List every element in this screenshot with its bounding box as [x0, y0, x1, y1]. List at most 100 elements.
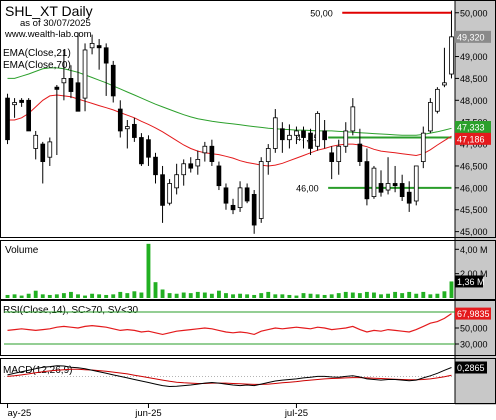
candle-down — [40, 143, 46, 162]
price-tick-label: 50,000 — [460, 8, 488, 18]
volume-bar — [83, 295, 87, 298]
candle-down — [280, 128, 285, 141]
volume-tick-label: 2,00 M — [460, 269, 488, 279]
volume-bar — [287, 294, 292, 298]
candle-up — [124, 126, 130, 130]
candle-up — [237, 187, 243, 208]
candle-up — [167, 183, 172, 204]
candle-up — [287, 134, 292, 141]
candle-down — [153, 156, 158, 176]
volume-bar — [139, 292, 144, 298]
ema21-legend: EMA(Close,21) — [3, 48, 71, 59]
candle-up — [174, 174, 179, 189]
volume-bar — [33, 290, 38, 298]
volume-bar — [294, 295, 299, 298]
level-label: 46,00 — [296, 183, 319, 193]
volume-bar — [90, 293, 95, 298]
candle-down — [329, 152, 335, 162]
volume-bar — [322, 294, 327, 298]
candle-down — [19, 99, 24, 103]
ema70-legend: EMA(Close,70) — [3, 60, 71, 71]
volume-bar — [301, 293, 306, 298]
volume-bar — [329, 294, 334, 298]
candle-down — [188, 163, 194, 169]
volume-bar — [231, 294, 235, 298]
rsi-tick-label: 50,000 — [460, 324, 488, 334]
volume-bar — [449, 281, 454, 298]
candle-up — [420, 132, 426, 162]
candle-down — [209, 145, 215, 162]
candle-down — [5, 97, 10, 141]
volume-last-flag: 1,36 M — [457, 277, 485, 287]
ema-value-flag-lower: 47,186 — [457, 134, 485, 144]
candle-up — [427, 102, 433, 132]
rsi-last-flag-bg — [455, 307, 491, 320]
volume-bar — [118, 291, 123, 298]
candle-up — [336, 145, 342, 162]
last-price-flag-bg — [455, 30, 491, 43]
price-tick-label: 48,500 — [460, 74, 488, 84]
candle-down — [54, 86, 60, 90]
volume-bar — [111, 294, 116, 298]
volume-bar — [202, 292, 207, 298]
ema-value-flag-upper: 47,333 — [457, 123, 485, 133]
candle-up — [272, 117, 278, 149]
as-of-date: as of 30/07/2025 — [20, 18, 91, 29]
volume-bar — [40, 294, 45, 298]
rsi-title: RSI(Close,14), SC>70, SV<30 — [3, 305, 139, 316]
macd-last-flag: 0,2865 — [457, 363, 485, 373]
volume-bar — [61, 293, 66, 298]
candle-up — [371, 167, 377, 198]
candle-down — [139, 137, 144, 165]
volume-bar — [146, 243, 151, 298]
volume-bar — [428, 294, 433, 298]
volume-bar — [315, 294, 320, 298]
candle-down — [26, 99, 32, 132]
candle-down — [251, 194, 257, 226]
moving-averages — [7, 67, 452, 167]
candle-up — [385, 183, 391, 191]
date-axis-labels: ay-25 jun-25 jul-25 — [7, 404, 308, 419]
date-tick-label: jul-25 — [284, 408, 308, 419]
volume-bar — [160, 289, 165, 298]
volume-bar — [188, 293, 193, 298]
volume-bar — [216, 290, 221, 298]
price-tick-label: 48,000 — [460, 96, 488, 106]
candle-down — [230, 204, 236, 211]
candle-down — [96, 45, 102, 49]
volume-bar — [97, 294, 102, 298]
rsi-last-flag: 67,9835 — [457, 309, 490, 319]
candle-down — [216, 165, 222, 187]
volume-bar — [76, 294, 80, 298]
candle-down — [364, 161, 370, 200]
volume-bar — [47, 294, 52, 298]
volume-bar — [252, 294, 257, 298]
level-label: 47,15 — [296, 133, 319, 143]
volume-bar — [104, 294, 109, 298]
volume-axis-ticks: 4,00 M 2,00 M1,36 M — [455, 245, 488, 288]
date-tick-label: jun-25 — [134, 408, 161, 419]
candle-down — [378, 183, 384, 193]
rsi-panel — [4, 311, 455, 345]
candle-up — [265, 148, 271, 162]
volume-bar — [69, 291, 73, 298]
price-tick-label: 45,000 — [460, 227, 488, 237]
volume-bar — [407, 291, 412, 298]
price-tick-label: 46,500 — [460, 161, 488, 171]
candle-up — [294, 130, 299, 136]
price-tick-label: 49,000 — [460, 52, 488, 62]
candlesticks — [5, 10, 454, 234]
volume-bar — [421, 291, 426, 298]
macd-signal-line — [7, 368, 452, 385]
volume-bar — [442, 291, 447, 298]
candle-down — [357, 143, 363, 162]
candle-up — [449, 36, 454, 75]
volume-bar — [357, 293, 362, 298]
candle-down — [103, 47, 109, 64]
macd-title: MACD(12,26,9) — [3, 365, 72, 376]
candle-down — [244, 187, 250, 202]
ema-value-flag-lower-bg — [455, 132, 491, 145]
candle-down — [117, 108, 123, 132]
candle-down — [399, 183, 405, 198]
